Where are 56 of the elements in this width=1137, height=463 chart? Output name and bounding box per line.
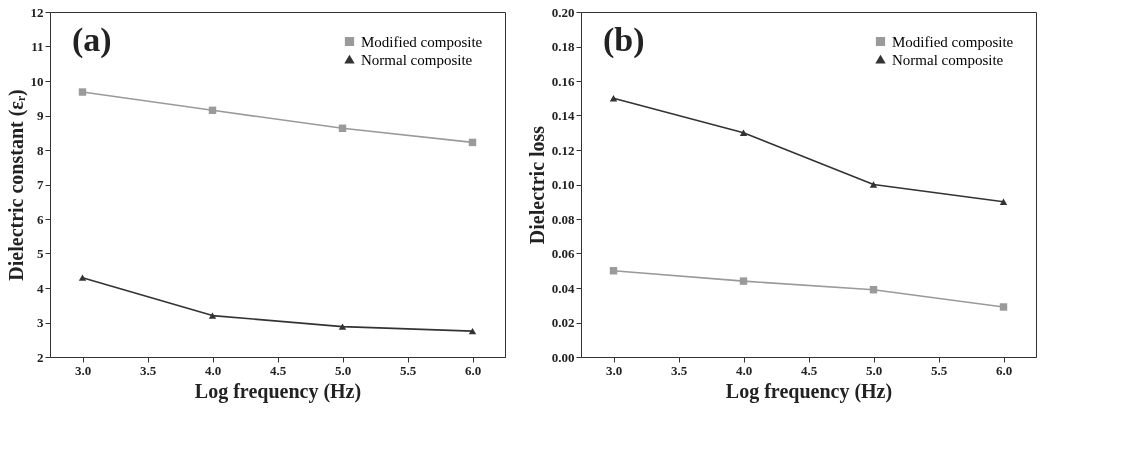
legend-label: Modified composite [361, 33, 483, 50]
point [869, 181, 878, 188]
y-tick-label: 7 [37, 177, 44, 192]
y-tick-label: 0.00 [551, 349, 575, 365]
x-tick-label: 3.5 [139, 362, 157, 378]
y-tick-label: 0.12 [551, 142, 575, 158]
legend-label: Normal composite [361, 51, 473, 68]
x-axis-title: Log frequency (Hz) [725, 379, 893, 403]
point [739, 277, 748, 285]
x-tick-label: 5.5 [399, 362, 417, 378]
y-tick-label: 3 [37, 315, 44, 330]
y-tick-label: 0.08 [551, 211, 575, 227]
y-tick-label: 11 [31, 39, 44, 54]
point [468, 327, 477, 335]
y-tick-label: 0.14 [551, 108, 575, 123]
point [208, 312, 217, 319]
x-tick-label: 4.0 [735, 362, 753, 378]
legend-label: Normal composite [892, 51, 1004, 68]
y-tick-label: 0.10 [551, 177, 575, 192]
y-tick-label: 0.20 [551, 4, 575, 20]
point [999, 303, 1008, 311]
y-tick-label: 4 [37, 280, 44, 296]
x-tick-label: 6.0 [464, 362, 482, 378]
annotation: (a) [72, 21, 112, 59]
y-tick-label: 6 [37, 211, 44, 227]
point [999, 198, 1008, 205]
y-axis-title: Dielectric constant (εᵣ) [4, 89, 28, 281]
x-axis-title: Log frequency (Hz) [194, 379, 362, 403]
y-tick-label: 12 [30, 4, 44, 20]
y-tick-label: 10 [30, 73, 44, 89]
x-tick-label: 6.0 [995, 362, 1013, 378]
y-tick-label: 9 [37, 108, 44, 123]
x-tick-label: 3.5 [670, 362, 688, 378]
y-tick-label: 0.18 [551, 39, 575, 54]
point [338, 323, 347, 330]
y-tick-label: 0.02 [551, 315, 575, 330]
y-tick-label: 8 [37, 142, 44, 158]
x-tick-label: 5.0 [334, 362, 352, 378]
point [78, 274, 87, 281]
x-tick-label: 4.5 [800, 362, 818, 378]
x-tick-label: 3.0 [605, 362, 623, 378]
legend-label: Modified composite [892, 33, 1014, 50]
x-tick-label: 5.5 [930, 362, 948, 378]
y-tick-label: 5 [37, 246, 44, 261]
x-tick-label: 4.0 [204, 362, 222, 378]
annotation: (b) [603, 21, 645, 59]
y-tick-label: 0.04 [551, 280, 575, 296]
y-axis-title: Dielectric loss [525, 125, 548, 245]
y-tick-label: 0.06 [551, 246, 575, 261]
x-tick-label: 4.5 [269, 362, 287, 378]
x-tick-label: 5.0 [865, 362, 883, 378]
y-tick-label: 2 [37, 349, 44, 365]
y-tick-label: 0.16 [551, 73, 575, 89]
point [739, 129, 748, 136]
point [78, 88, 87, 96]
x-tick-label: 3.0 [74, 362, 92, 378]
